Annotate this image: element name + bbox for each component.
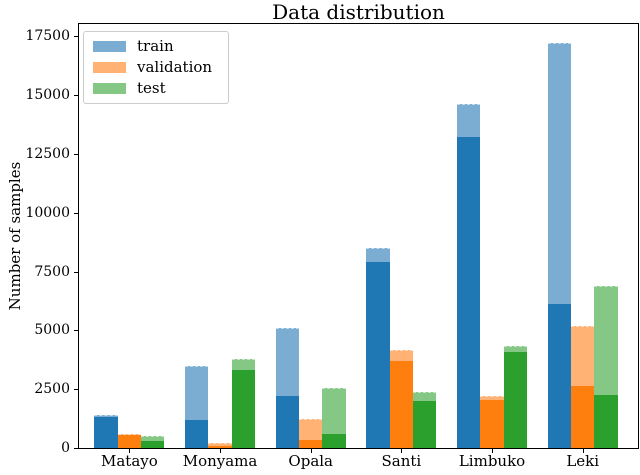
x-tick-mark <box>492 449 494 453</box>
bar-test-opala-solid <box>322 433 346 448</box>
y-tick-label: 2500 <box>34 381 70 398</box>
legend-swatch-train-icon <box>93 41 126 52</box>
x-tick-mark <box>401 449 403 453</box>
legend-label-test: test <box>137 79 166 97</box>
legend-entry-test: test <box>93 81 212 96</box>
legend-swatch-test-icon <box>93 83 126 94</box>
y-tick-label: 5000 <box>34 322 70 339</box>
y-tick-label: 12500 <box>25 145 70 162</box>
legend: train validation test <box>83 31 230 104</box>
y-tick-label: 0 <box>61 440 70 456</box>
x-tick-label: Santi <box>381 452 422 470</box>
bar-train-limbuko-solid <box>456 137 481 448</box>
x-tick-mark <box>129 449 131 453</box>
bar-validation-matayo-solid <box>117 435 142 448</box>
y-tick-mark <box>74 271 78 273</box>
bar-validation-opala-solid <box>299 439 323 448</box>
y-tick-mark <box>74 36 78 38</box>
bar-train-matayo-solid <box>94 417 118 448</box>
bar-validation-monyama-translucent <box>208 442 232 448</box>
x-tick-mark <box>220 449 222 453</box>
x-tick-label: Matayo <box>101 452 158 470</box>
y-axis-label: Number of samples <box>6 161 24 311</box>
x-tick-mark <box>310 449 312 453</box>
y-tick-mark <box>74 95 78 97</box>
x-tick-label: Limbuko <box>458 452 526 470</box>
bar-train-monyama-solid <box>184 419 209 448</box>
x-tick-label: Opala <box>288 452 334 470</box>
y-tick-mark <box>74 212 78 214</box>
legend-label-train: train <box>137 37 174 55</box>
bar-test-matayo-solid <box>141 440 165 448</box>
legend-entry-validation: validation <box>93 60 212 75</box>
y-tick-mark <box>74 330 78 332</box>
bar-train-opala-solid <box>275 396 299 448</box>
y-tick-label: 7500 <box>34 263 70 280</box>
bar-validation-leki-solid <box>571 385 595 448</box>
chart-title: Data distribution <box>272 0 445 24</box>
bar-train-leki-solid <box>547 304 571 448</box>
plot-area: train validation test <box>78 23 639 449</box>
y-tick-mark <box>74 389 78 391</box>
bar-test-monyama-solid <box>231 370 256 448</box>
legend-swatch-validation-icon <box>93 62 126 73</box>
x-tick-label: Monyama <box>182 452 258 470</box>
y-tick-label: 17500 <box>25 28 70 45</box>
bar-test-opala-translucent <box>322 388 346 448</box>
bar-test-leki-solid <box>594 395 618 448</box>
bar-train-santi-solid <box>366 262 390 448</box>
bar-test-santi-solid <box>413 400 437 448</box>
y-tick-label: 10000 <box>25 204 70 221</box>
legend-entry-train: train <box>93 39 212 54</box>
legend-label-validation: validation <box>137 58 213 76</box>
x-tick-label: Leki <box>566 452 600 470</box>
x-tick-mark <box>582 449 584 453</box>
bar-validation-santi-solid <box>389 360 414 448</box>
y-tick-label: 15000 <box>25 87 70 104</box>
bar-test-limbuko-solid <box>503 351 528 448</box>
y-tick-mark <box>74 153 78 155</box>
y-tick-mark <box>74 448 78 449</box>
bar-validation-limbuko-solid <box>480 399 504 448</box>
bar-validation-monyama-solid <box>208 446 232 448</box>
